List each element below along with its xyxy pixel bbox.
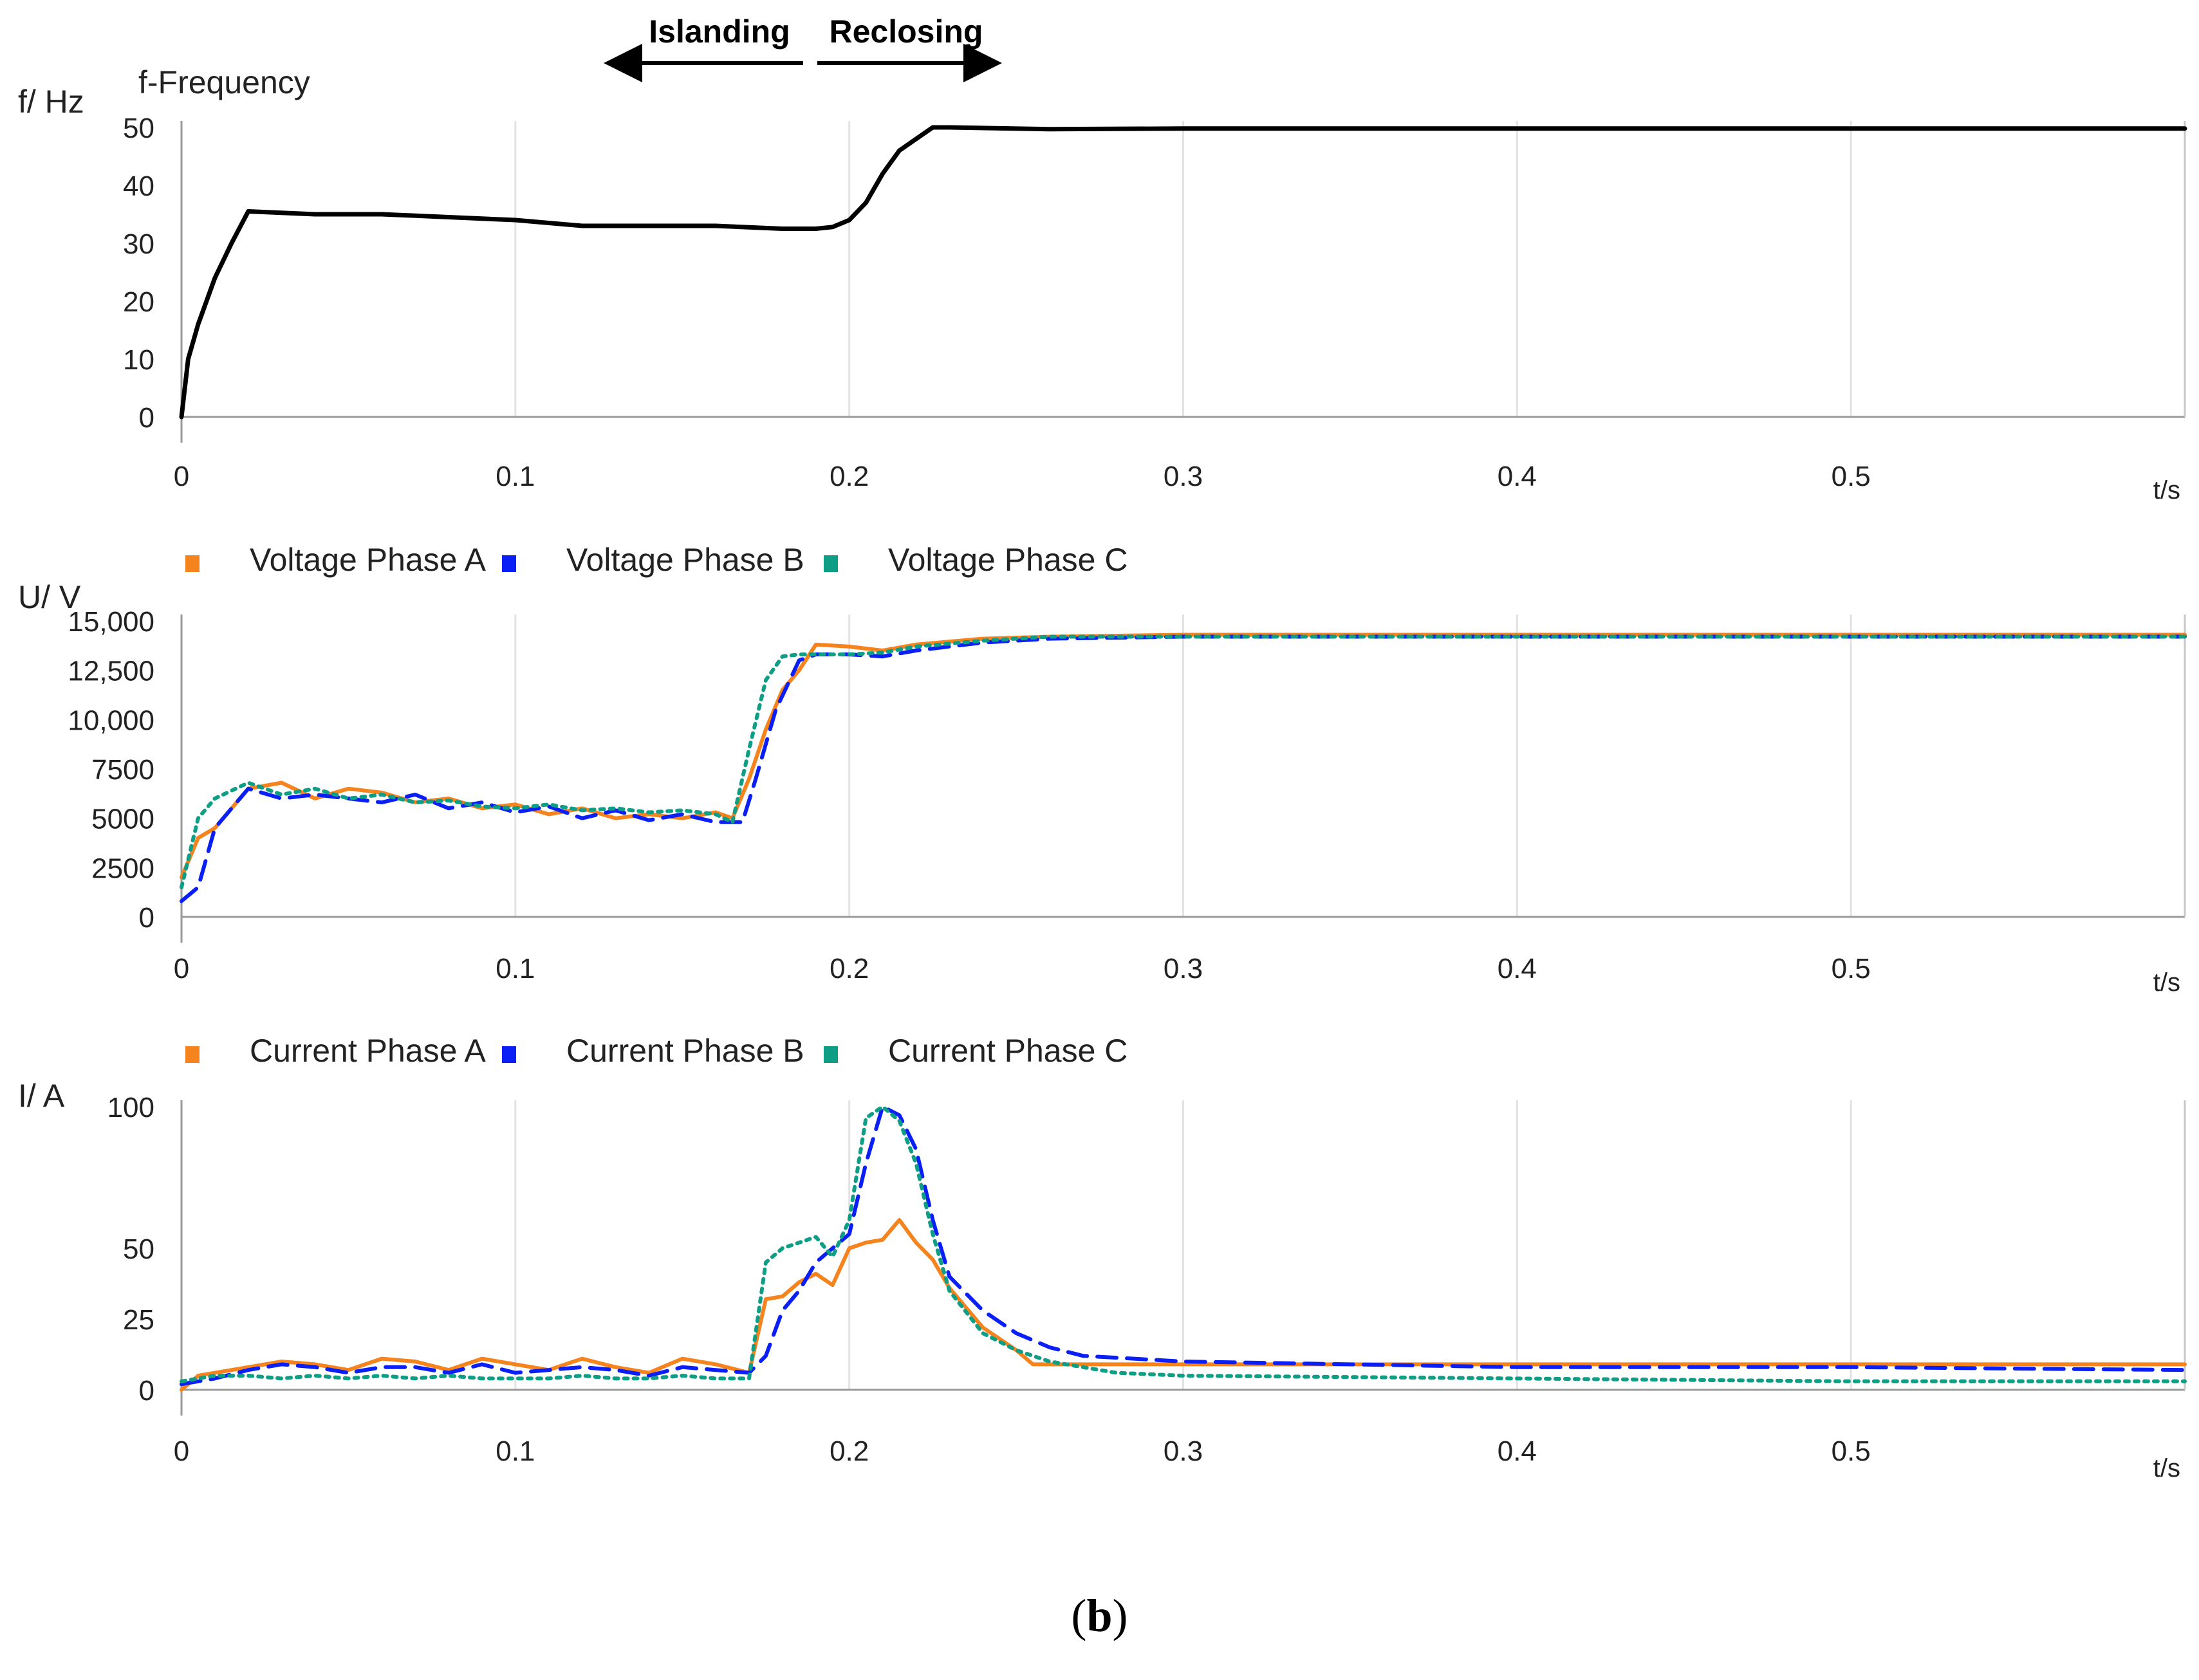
voltage-ytick-label: 0: [139, 902, 154, 934]
voltage-xtick-label: 0: [174, 953, 189, 984]
current-series-current-phase-b: [180, 1105, 2187, 1387]
islanding-label: Islanding: [649, 14, 790, 50]
current-ytick-label: 50: [123, 1233, 154, 1265]
voltage-series-voltage-phase-b: [180, 634, 2187, 903]
freq-xtick-label: 0.5: [1832, 461, 1871, 492]
freq-xtick-label: 0: [174, 461, 189, 492]
freq-ytick-label: 50: [123, 113, 154, 144]
current-legend-swatch: [824, 1046, 838, 1063]
voltage-xtick-label: 0.1: [496, 953, 535, 984]
voltage-legend-swatch: [185, 555, 199, 572]
voltage-xtick-label: 0.5: [1832, 953, 1871, 984]
voltage-xtick-label: 0.4: [1498, 953, 1537, 984]
voltage-ytick-label: 5000: [91, 804, 154, 835]
freq-xtick-label: 0.4: [1498, 461, 1537, 492]
freq-ytick-label: 30: [123, 228, 154, 260]
voltage-x-axis-label: t/s: [2153, 968, 2180, 997]
current-legend-swatch: [185, 1046, 199, 1063]
freq-xtick-label: 0.1: [496, 461, 535, 492]
current-legend-label: Current Phase C: [888, 1033, 1127, 1069]
voltage-ytick-label: 12,500: [68, 656, 154, 687]
voltage-panel: 0 2500 5000 7500 10,000 12,500 15,000 0 0.1 0.2 0.…: [18, 542, 2187, 997]
voltage-xtick-label: 0.2: [830, 953, 869, 984]
voltage-y-axis-label: U/ V: [18, 579, 81, 615]
freq-ytick-label: 40: [123, 171, 154, 202]
freq-chart-title: f-Frequency: [138, 64, 310, 100]
current-xtick-label: 0: [174, 1435, 189, 1467]
current-legend-swatch: [502, 1046, 516, 1063]
freq-series-f-frequency: [179, 125, 2187, 420]
freq-ytick-label: 0: [139, 402, 154, 434]
current-legend-label: Current Phase A: [250, 1033, 487, 1069]
freq-xtick-label: 0.3: [1164, 461, 1203, 492]
voltage-ytick-label: 10,000: [68, 705, 154, 736]
current-xtick-label: 0.4: [1498, 1435, 1537, 1467]
current-panel: 0 25 50 100 0 0.1 0.2 0.3 0.4 0.5 t/s I/ A Current P…: [18, 1033, 2187, 1482]
current-xtick-label: 0.2: [830, 1435, 869, 1467]
voltage-legend-label: Voltage Phase C: [888, 542, 1128, 578]
freq-x-axis-label: t/s: [2153, 476, 2180, 504]
voltage-legend-swatch: [824, 555, 838, 572]
current-ytick-label: 0: [139, 1375, 154, 1407]
current-legend-label: Current Phase B: [566, 1033, 804, 1069]
freq-panel: 0 10 20 30 40 50 0 0.1 0.2 0.3 0.4 0.5 t/s f/ Hz f-Fre…: [18, 64, 2187, 504]
freq-y-axis-label: f/ Hz: [18, 84, 84, 120]
voltage-ytick-label: 2500: [91, 853, 154, 884]
figure-caption: (b): [1071, 1590, 1128, 1641]
current-ytick-label: 100: [107, 1092, 154, 1123]
current-ytick-label: 25: [123, 1304, 154, 1336]
current-x-axis-label: t/s: [2153, 1454, 2180, 1482]
voltage-series-voltage-phase-c: [180, 634, 2187, 889]
current-xtick-label: 0.3: [1164, 1435, 1203, 1467]
event-annotations: Islanding Reclosing: [604, 14, 1002, 82]
voltage-ytick-label: 15,000: [68, 606, 154, 638]
voltage-legend-swatch: [502, 555, 516, 572]
voltage-legend-label: Voltage Phase A: [250, 542, 487, 578]
caption-letter: b: [1086, 1590, 1113, 1641]
freq-ytick-label: 10: [123, 344, 154, 376]
reclosing-label: Reclosing: [830, 14, 983, 50]
current-y-axis-label: I/ A: [18, 1078, 65, 1114]
freq-xtick-label: 0.2: [830, 461, 869, 492]
voltage-xtick-label: 0.3: [1164, 953, 1203, 984]
current-xtick-label: 0.5: [1832, 1435, 1871, 1467]
voltage-legend-label: Voltage Phase B: [566, 542, 804, 578]
freq-ytick-label: 20: [123, 286, 154, 318]
current-series-current-phase-c: [180, 1105, 2187, 1383]
current-xtick-label: 0.1: [496, 1435, 535, 1467]
voltage-ytick-label: 7500: [91, 754, 154, 786]
